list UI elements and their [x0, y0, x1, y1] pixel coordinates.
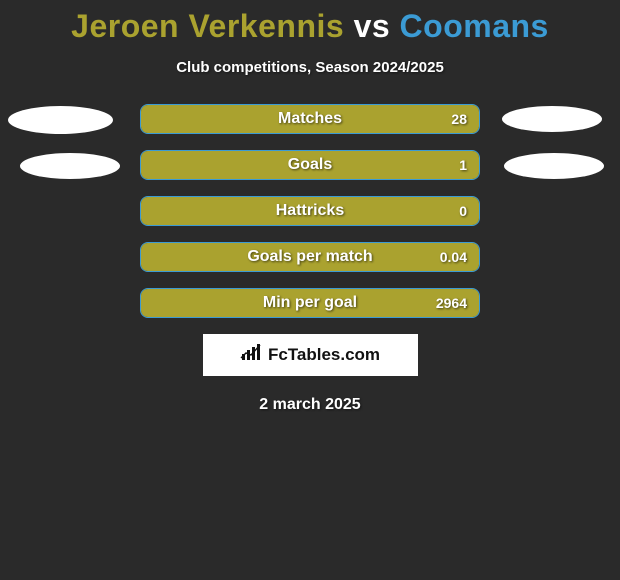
stat-bar-label: Min per goal	[141, 294, 479, 312]
barchart-icon	[240, 344, 262, 367]
stat-bar-label: Goals per match	[141, 248, 479, 266]
stats-area: Matches28 Goals1 Hattricks0 Goals per match…	[0, 104, 620, 318]
page-title: Jeroen Verkennis vs Coomans	[0, 8, 620, 45]
stat-bar-value: 2964	[436, 295, 467, 311]
stat-bar-label: Hattricks	[141, 202, 479, 220]
infographic-container: Jeroen Verkennis vs Coomans Club competi…	[0, 0, 620, 414]
decor-ellipse	[504, 153, 604, 179]
logo-box: FcTables.com	[203, 334, 418, 376]
logo-text: FcTables.com	[268, 345, 380, 365]
stat-bar-value: 0	[459, 203, 467, 219]
stat-bar-label: Matches	[141, 110, 479, 128]
stat-bar: Matches28	[140, 104, 480, 134]
stat-bar-value: 28	[451, 111, 467, 127]
title-player2: Coomans	[400, 8, 549, 44]
stat-bar-value: 1	[459, 157, 467, 173]
stat-bar: Goals1	[140, 150, 480, 180]
date-text: 2 march 2025	[0, 396, 620, 414]
decor-ellipse	[502, 106, 602, 132]
title-player1: Jeroen Verkennis	[71, 8, 344, 44]
title-vs: vs	[354, 8, 391, 44]
stat-bars: Matches28 Goals1 Hattricks0 Goals per match…	[140, 104, 480, 318]
stat-bar-value: 0.04	[440, 249, 467, 265]
stat-bar: Goals per match0.04	[140, 242, 480, 272]
stat-bar: Min per goal2964	[140, 288, 480, 318]
subtitle: Club competitions, Season 2024/2025	[0, 59, 620, 76]
stat-bar-label: Goals	[141, 156, 479, 174]
decor-ellipse	[20, 153, 120, 179]
decor-ellipse	[8, 106, 113, 134]
stat-bar: Hattricks0	[140, 196, 480, 226]
